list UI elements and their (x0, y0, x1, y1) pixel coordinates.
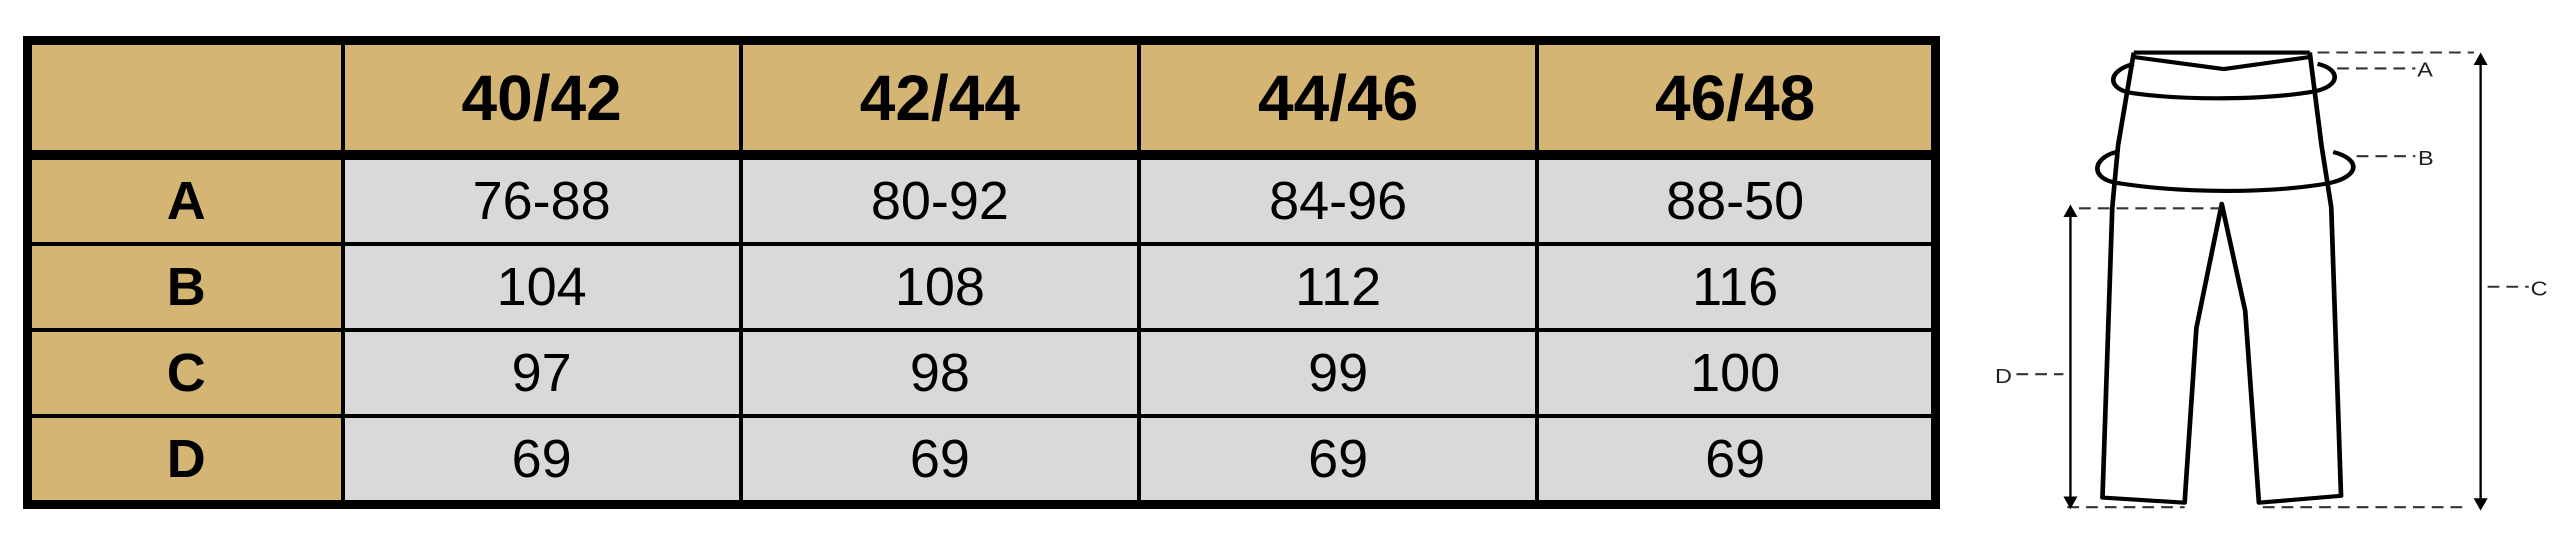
size-header: 46/48 (1535, 38, 1938, 160)
table-row: C 97 98 99 100 (25, 328, 1938, 418)
hip-loop-b (2095, 150, 2356, 193)
dashed-guides (2016, 51, 2529, 509)
row-label: D (25, 413, 345, 507)
table-cell: 80-92 (738, 152, 1142, 247)
table-cell: 97 (340, 328, 743, 418)
table-cell: 76-88 (340, 152, 743, 247)
table-cell: 100 (1535, 328, 1938, 418)
table-cell: 88-50 (1535, 152, 1938, 247)
table-cell: 69 (340, 413, 743, 507)
table-cell: 112 (1136, 242, 1540, 333)
row-label: B (25, 242, 345, 333)
table-cell: 104 (340, 242, 743, 333)
size-header: 44/46 (1136, 38, 1540, 160)
label-d: D (1995, 364, 2012, 387)
table-cell: 69 (1136, 413, 1540, 507)
table-cell: 108 (738, 242, 1142, 333)
header-row: 40/42 42/44 44/46 46/48 (25, 38, 1938, 160)
size-header: 40/42 (340, 38, 743, 160)
pants-outline (2100, 50, 2344, 505)
table-cell: 69 (1535, 413, 1938, 507)
table-row: B 104 108 112 116 (25, 242, 1938, 333)
label-c: C (2531, 277, 2548, 300)
table-row: A 76-88 80-92 84-96 88-50 (25, 152, 1938, 247)
corner-cell (25, 38, 345, 160)
size-table: 40/42 42/44 44/46 46/48 A 76-88 80-92 84… (23, 36, 1940, 509)
pants-measurement-diagram: A B C D (1995, 50, 2548, 511)
row-label: A (25, 152, 345, 247)
label-b: B (2418, 146, 2434, 169)
table-row: D 69 69 69 69 (25, 413, 1938, 507)
table-cell: 98 (738, 328, 1142, 418)
label-a: A (2417, 58, 2433, 81)
table-cell: 99 (1136, 328, 1540, 418)
table-cell: 84-96 (1136, 152, 1540, 247)
waist-loop-a (2111, 61, 2337, 101)
table-cell: 116 (1535, 242, 1938, 333)
table-cell: 69 (738, 413, 1142, 507)
size-header: 42/44 (738, 38, 1142, 160)
row-label: C (25, 328, 345, 418)
